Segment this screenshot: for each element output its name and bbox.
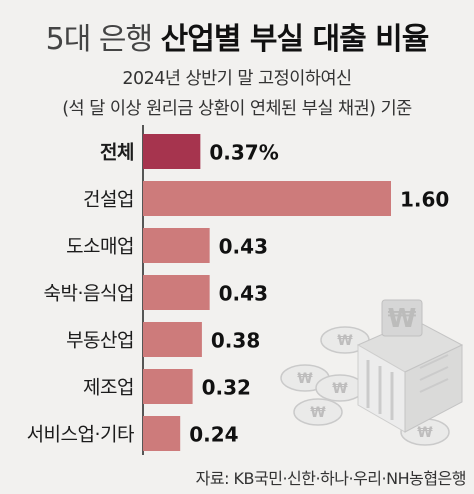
bar bbox=[143, 275, 210, 310]
title-light: 5대 은행 bbox=[45, 22, 153, 57]
value-label: 0.43 bbox=[219, 282, 268, 306]
category-label: 부동산업 bbox=[66, 330, 134, 352]
value-label: 0.37% bbox=[209, 141, 278, 165]
value-label: 1.60 bbox=[400, 188, 449, 212]
subtitle-line2: (석 달 이상 원리금 상환이 연체된 부실 채권) 기준 bbox=[62, 99, 412, 119]
source-note: 자료: KB국민·신한·하나·우리·NH농협은행 bbox=[195, 469, 467, 488]
svg-text:₩: ₩ bbox=[388, 304, 417, 334]
coin-icon bbox=[293, 398, 343, 426]
category-label: 전체 bbox=[100, 142, 134, 164]
value-label: 0.24 bbox=[189, 423, 238, 447]
category-label: 서비스업·기타 bbox=[27, 424, 134, 446]
category-label: 도소매업 bbox=[66, 236, 134, 258]
category-label: 숙박·음식업 bbox=[44, 283, 134, 305]
value-label: 0.32 bbox=[202, 376, 251, 400]
svg-text:₩: ₩ bbox=[337, 333, 353, 349]
bank-building-icon: ₩ bbox=[356, 299, 464, 433]
svg-text:₩: ₩ bbox=[417, 425, 433, 441]
value-label: 0.43 bbox=[219, 235, 268, 259]
bank-building-and-coins-illustration: ₩ ₩ ₩ ₩ ₩ ₩ bbox=[280, 299, 464, 446]
bar bbox=[143, 181, 391, 216]
bar bbox=[143, 322, 202, 357]
bar bbox=[143, 134, 201, 169]
svg-text:₩: ₩ bbox=[332, 381, 348, 397]
svg-text:₩: ₩ bbox=[297, 371, 313, 387]
title-bold: 산업별 부실 대출 비율 bbox=[160, 22, 430, 57]
value-label: 0.38 bbox=[211, 329, 260, 353]
category-label: 제조업 bbox=[83, 377, 134, 399]
chart-title: 5대 은행 산업별 부실 대출 비율 bbox=[0, 14, 474, 58]
subtitle-line1: 2024년 상반기 말 고정이하여신 bbox=[122, 69, 352, 89]
bars-layer: 전체 0.37% 건설업 1.60 도소매업 0.43 숙박·음식업 0.43 부동산업 0.38… bbox=[27, 134, 449, 451]
category-label: 건설업 bbox=[83, 189, 134, 211]
svg-text:₩: ₩ bbox=[310, 405, 326, 421]
bar bbox=[143, 228, 210, 263]
bar bbox=[143, 369, 193, 404]
bar bbox=[143, 416, 181, 451]
